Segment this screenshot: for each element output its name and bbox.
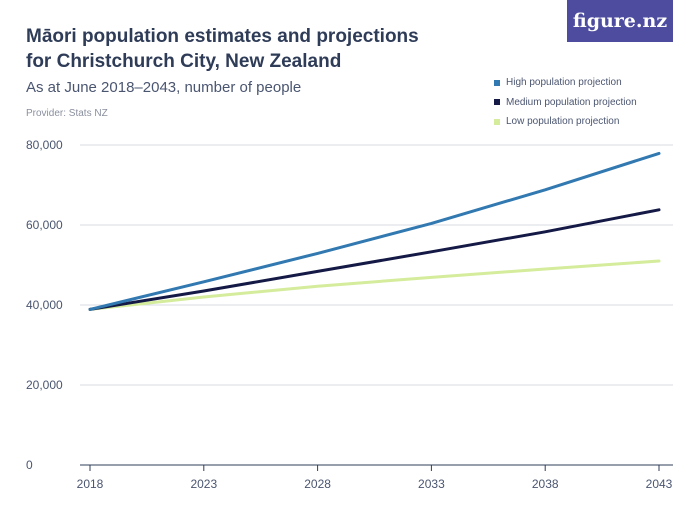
x-tick-label: 2033 — [418, 477, 445, 491]
x-tick-label: 2028 — [304, 477, 331, 491]
legend-swatch-low — [494, 118, 500, 125]
figure-nz-logo[interactable]: figure.nz — [567, 0, 673, 42]
legend-swatch-high — [494, 79, 500, 86]
y-tick-label: 20,000 — [26, 378, 63, 392]
x-tick-label: 2023 — [190, 477, 217, 491]
series-line-high — [88, 151, 661, 311]
x-tick-label: 2043 — [646, 477, 673, 491]
legend-swatch-medium — [494, 99, 500, 106]
chart-legend: High population projection Medium popula… — [494, 73, 637, 132]
data-provider: Provider: Stats NZ — [26, 108, 108, 119]
series-line-medium — [88, 208, 661, 311]
chart-subtitle: As at June 2018–2043, number of people — [26, 79, 302, 96]
y-tick-label: 0 — [26, 458, 33, 472]
x-tick-label: 2038 — [532, 477, 559, 491]
legend-item-high: High population projection — [494, 73, 637, 93]
legend-item-low: Low population projection — [494, 112, 637, 132]
chart-title: Māori population estimates and projectio… — [26, 26, 419, 72]
legend-item-medium: Medium population projection — [494, 93, 637, 113]
y-tick-label: 40,000 — [26, 298, 63, 312]
series-line-low — [88, 259, 661, 311]
x-tick-label: 2018 — [77, 477, 104, 491]
legend-label-high: High population projection — [506, 77, 622, 89]
legend-label-medium: Medium population projection — [506, 96, 637, 108]
legend-label-low: Low population projection — [506, 116, 620, 128]
y-tick-label: 80,000 — [26, 138, 63, 152]
y-tick-label: 60,000 — [26, 218, 63, 232]
